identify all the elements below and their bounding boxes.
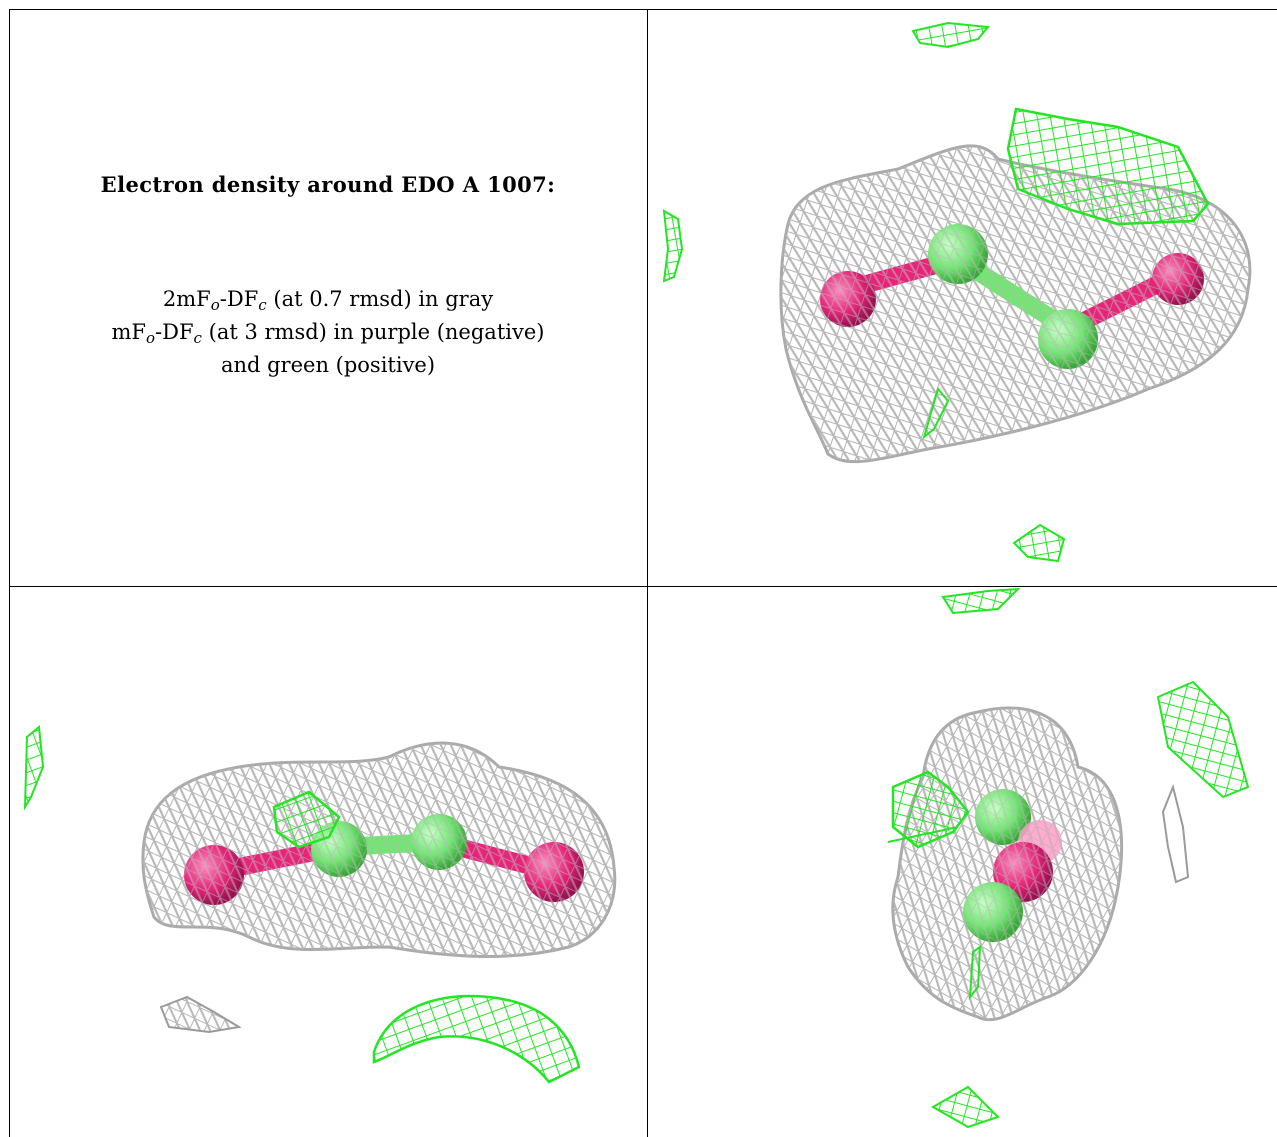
legend-text: 2mF (162, 287, 211, 311)
positive-density-blob (941, 587, 1021, 615)
2fofc-density-mesh-overlay (142, 743, 615, 957)
grid-line (9, 586, 1277, 587)
grid-line (9, 9, 1277, 10)
2fofc-density-fragment (1161, 783, 1190, 884)
positive-density-blob (1012, 523, 1066, 563)
positive-density-blob (1006, 107, 1210, 226)
legend-text: mF (111, 320, 146, 344)
positive-density-strand (887, 826, 959, 843)
legend-subscript: o (146, 329, 156, 347)
legend-subscript: c (193, 329, 202, 347)
density-render-2 (23, 725, 617, 1084)
2fofc-density-mesh-overlay (780, 145, 1250, 462)
positive-density-blob (372, 994, 581, 1084)
2fofc-density-fragment (159, 995, 242, 1034)
positive-density-blob (911, 21, 990, 49)
positive-density-blob (23, 725, 45, 811)
legend-text: -DF (219, 287, 259, 311)
density-render-3 (887, 587, 1250, 1129)
legend-text: -DF (155, 320, 194, 344)
grid-line (647, 9, 648, 1137)
2fofc-density-mesh-overlay (892, 707, 1122, 1020)
density-view-1 (648, 9, 1277, 586)
density-view-2 (9, 587, 647, 1137)
positive-density-blob (930, 1085, 1000, 1129)
legend-text: (at 3 rmsd) in purple (negative) (201, 320, 545, 344)
legend-text: (at 0.7 rmsd) in gray (266, 287, 494, 311)
legend-subscript: c (258, 296, 267, 314)
caption-legend: 2mFo-DFc (at 0.7 rmsd) in gray mFo-DFc (… (9, 284, 647, 381)
grid-line (9, 9, 10, 1137)
density-view-3 (648, 587, 1277, 1137)
positive-density-blob (968, 944, 982, 1001)
legend-line-positive: and green (positive) (220, 353, 436, 377)
caption-title: Electron density around EDO A 1007: (100, 172, 556, 197)
positive-density-blob (272, 790, 341, 849)
caption-panel: Electron density around EDO A 1007: 2mFo… (9, 9, 647, 586)
positive-density-blob (662, 209, 684, 283)
legend-line-fofc: mFo-DFc (at 3 rmsd) in purple (negative) (9, 317, 647, 350)
positive-density-blob (922, 386, 950, 440)
positive-density-blob (1156, 680, 1250, 799)
legend-subscript: o (210, 296, 220, 314)
legend-line-2fofc: 2mFo-DFc (at 0.7 rmsd) in gray (9, 284, 647, 317)
density-render-1 (662, 21, 1252, 563)
